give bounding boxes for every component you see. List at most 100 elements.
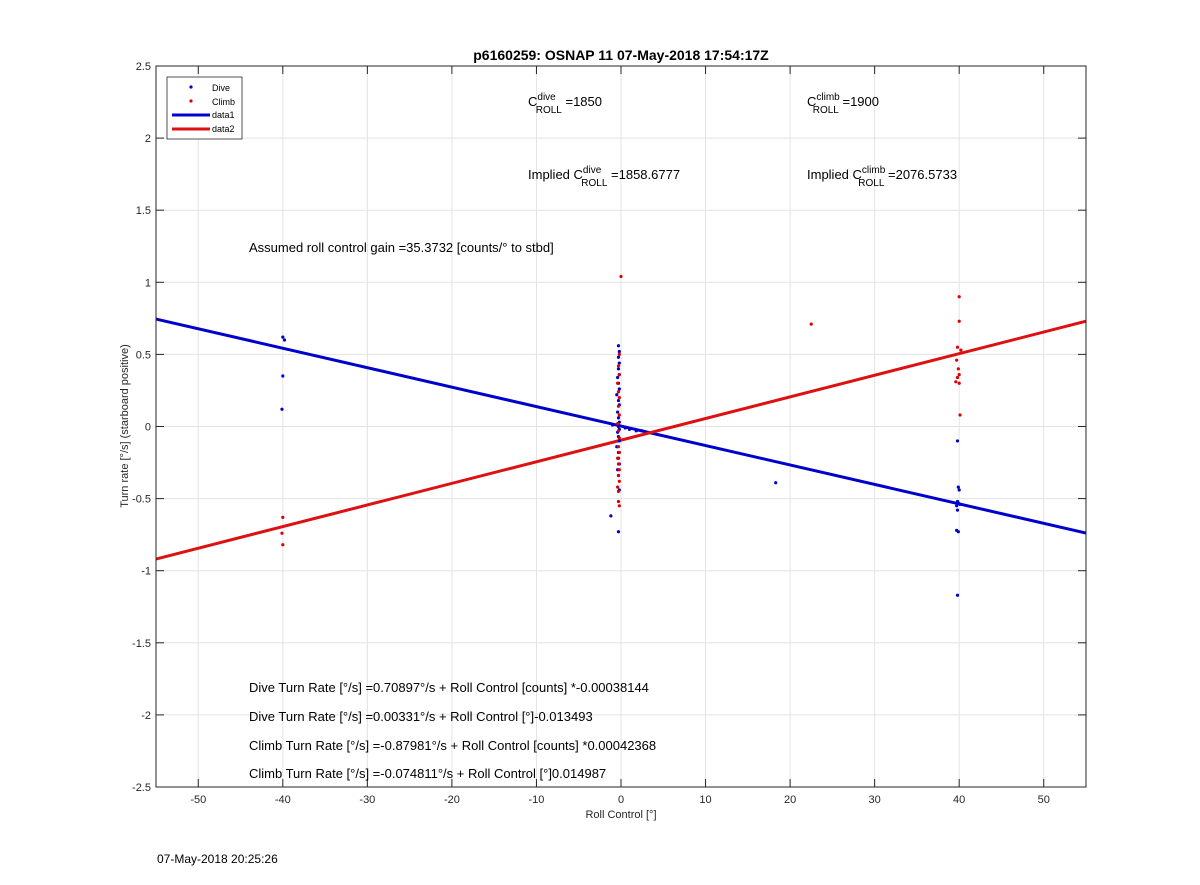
dive-point — [616, 530, 621, 534]
climb-point — [617, 413, 621, 417]
dive-point — [280, 407, 284, 411]
dive-point — [616, 367, 621, 371]
dive-point — [634, 429, 638, 433]
y-tick-label: -0.5 — [132, 494, 151, 506]
climb-point — [616, 445, 621, 449]
c-roll-climb-label: Cclimb ROLL =1900 — [807, 92, 879, 116]
c-roll-dive-label: Cdive ROLL =1850 — [528, 92, 602, 116]
climb-point — [617, 468, 621, 472]
climb-point — [281, 543, 285, 547]
climb-point — [617, 396, 621, 400]
climb-equation-degrees: Climb Turn Rate [°/s] =-0.074811°/s + Ro… — [249, 766, 606, 781]
dive-point — [958, 502, 962, 506]
climb-point — [616, 489, 621, 493]
dive-point — [955, 593, 960, 597]
dive-point — [617, 349, 621, 354]
legend-dive-marker — [189, 85, 193, 89]
dive-point — [957, 488, 961, 492]
climb-point — [616, 473, 621, 478]
climb-point — [616, 499, 621, 504]
climb-point — [616, 364, 621, 368]
dive-point — [774, 481, 778, 485]
x-tick-label: -40 — [275, 794, 291, 806]
dive-point — [955, 439, 960, 443]
climb-point — [958, 413, 962, 417]
dive-point — [281, 335, 285, 339]
legend-data1-label: data1 — [212, 110, 235, 120]
climb-point — [809, 322, 813, 326]
climb-point — [957, 319, 961, 323]
roll-gain-annotation: Assumed roll control gain =35.3732 [coun… — [249, 240, 554, 255]
dive-point — [616, 398, 621, 403]
y-axis-label: Turn rate [°/s] (starboard positive) — [119, 344, 131, 508]
legend-climb-marker — [189, 99, 193, 103]
climb-equation-counts: Climb Turn Rate [°/s] =-0.87981°/s + Rol… — [249, 738, 656, 753]
dive-point — [616, 355, 621, 359]
dive-point — [616, 375, 620, 380]
climb-point — [616, 462, 621, 466]
dive-point — [281, 374, 285, 378]
y-tick-label: -2.5 — [132, 782, 151, 794]
y-tick-label: -1 — [141, 566, 151, 578]
implied-c-roll-climb-label: Implied Cclimb ROLL =2076.5733 — [807, 165, 957, 189]
legend-dive-label: Dive — [212, 83, 230, 93]
data2-fit-line — [155, 319, 1087, 561]
climb-point — [957, 381, 961, 385]
x-tick-label: -30 — [359, 794, 375, 806]
x-tick-label: 40 — [953, 794, 965, 806]
dive-point — [610, 423, 615, 427]
climb-point — [954, 380, 958, 384]
dive-point — [282, 338, 287, 342]
dive-point — [616, 410, 620, 414]
dive-point — [616, 416, 621, 420]
y-tick-label: 1 — [145, 277, 151, 289]
climb-point — [616, 485, 620, 489]
dive-point — [955, 508, 960, 512]
dive-point — [616, 344, 621, 348]
dive-point — [617, 439, 621, 443]
y-tick-label: 1.5 — [136, 205, 151, 217]
x-tick-label: 20 — [784, 794, 796, 806]
legend-climb-label: Climb — [212, 97, 235, 107]
dive-point — [955, 504, 959, 508]
climb-point — [619, 274, 623, 279]
x-tick-label: -10 — [529, 794, 545, 806]
dive-point — [616, 424, 621, 429]
dive-point — [956, 530, 960, 534]
y-tick-label: -1.5 — [132, 638, 151, 650]
climb-point — [955, 345, 960, 349]
climb-point — [617, 372, 621, 377]
climb-point — [280, 531, 284, 535]
x-tick-label: 0 — [618, 794, 624, 806]
climb-point — [956, 367, 960, 371]
climb-point — [616, 390, 621, 394]
dive-point — [617, 361, 621, 365]
y-tick-label: 2 — [145, 133, 151, 145]
dive-point — [623, 426, 627, 430]
dive-point — [617, 387, 621, 391]
axis-ticks: -50 -40 -30 -20 -10 0 10 20 30 40 50-2.5-2-1.5-1-0… — [132, 61, 1086, 806]
dive-equation-degrees: Dive Turn Rate [°/s] =0.00331°/s + Roll … — [249, 709, 593, 724]
climb-point — [617, 352, 621, 356]
legend: Dive Climb data1 data2 — [166, 76, 243, 140]
x-tick-label: 10 — [699, 794, 711, 806]
climb-point — [955, 358, 959, 362]
climb-point — [616, 381, 620, 385]
climb-point — [617, 436, 621, 440]
dive-point — [956, 485, 960, 489]
climb-point — [617, 479, 621, 483]
x-tick-label: 50 — [1038, 794, 1050, 806]
climb-point — [955, 375, 960, 380]
climb-point — [617, 504, 621, 508]
y-tick-label: 2.5 — [136, 61, 151, 73]
implied-c-roll-dive-label: Implied Cdive ROLL =1858.6777 — [528, 165, 680, 189]
climb-point — [959, 348, 963, 352]
x-axis-label: Roll Control [°] — [585, 809, 656, 821]
dive-point — [609, 514, 613, 518]
dive-point — [627, 427, 632, 431]
climb-point — [617, 450, 621, 455]
climb-point — [281, 515, 285, 519]
dive-equation-counts: Dive Turn Rate [°/s] =0.70897°/s + Roll … — [249, 680, 649, 695]
data1-fit-line — [155, 317, 1087, 535]
